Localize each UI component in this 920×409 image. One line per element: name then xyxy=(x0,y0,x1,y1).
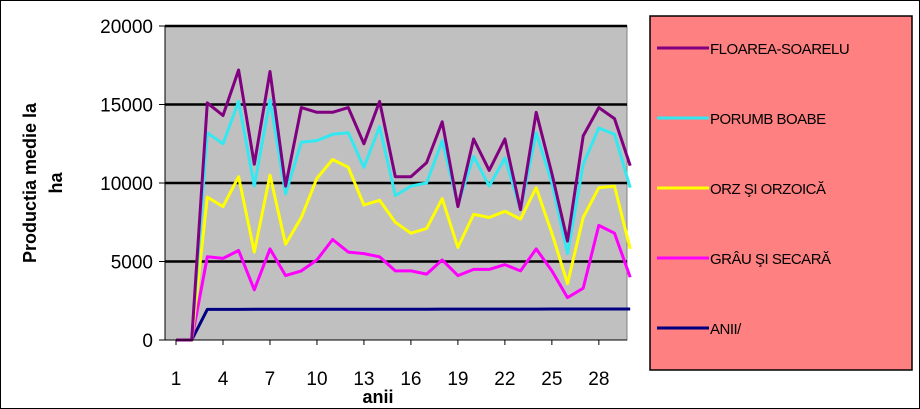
x-tick-label: 10 xyxy=(306,369,327,390)
x-tick-label: 7 xyxy=(265,369,276,390)
x-axis-title: anii xyxy=(362,387,393,407)
x-tick-label: 25 xyxy=(541,369,562,390)
legend-label: FLOAREA-SOARELU xyxy=(710,41,849,58)
x-tick-label: 22 xyxy=(494,369,515,390)
y-tick-label: 10000 xyxy=(100,174,153,195)
legend-label: ORZ ŞI ORZOICĂ xyxy=(710,181,826,198)
series-line-3 xyxy=(176,223,632,342)
y-tick-label: 20000 xyxy=(100,17,153,38)
legend: FLOAREA-SOARELU PORUMB BOABE ORZ ŞI ORZOIC… xyxy=(657,41,850,338)
legend-box xyxy=(649,15,913,371)
x-axis-ticks: 1 4 7 10 13 16 19 22 25 28 xyxy=(171,340,609,390)
series-line-2 xyxy=(176,158,632,342)
y-axis-title-line-2: ha xyxy=(46,172,66,194)
y-axis-ticks: 0 5000 10000 15000 20000 xyxy=(100,17,165,352)
legend-label: GRÂU ŞI SECARĂ xyxy=(710,251,831,268)
x-tick-label: 28 xyxy=(588,369,609,390)
legend-item: FLOAREA-SOARELU xyxy=(657,41,850,58)
x-tick-label: 19 xyxy=(447,369,468,390)
legend-item: ANII/ xyxy=(657,321,743,338)
y-axis-title: Productia medie la ha xyxy=(20,102,66,263)
series-lines xyxy=(176,68,632,342)
legend-item: PORUMB BOABE xyxy=(657,111,827,128)
x-tick-label: 4 xyxy=(218,369,229,390)
y-axis-title-line-1: Productia medie la xyxy=(20,102,40,263)
legend-label: ANII/ xyxy=(710,321,742,338)
y-tick-label: 5000 xyxy=(111,253,153,274)
legend-item: ORZ ŞI ORZOICĂ xyxy=(657,181,827,198)
y-tick-label: 0 xyxy=(142,331,153,352)
series-line-0 xyxy=(176,68,632,342)
legend-label: PORUMB BOABE xyxy=(710,111,826,128)
series-line-4 xyxy=(176,307,631,342)
x-tick-label: 1 xyxy=(171,369,182,390)
x-tick-label: 13 xyxy=(353,369,374,390)
series-line-1 xyxy=(176,98,632,342)
x-tick-label: 16 xyxy=(400,369,421,390)
legend-item: GRÂU ŞI SECARĂ xyxy=(657,251,832,268)
y-tick-label: 15000 xyxy=(100,96,153,117)
